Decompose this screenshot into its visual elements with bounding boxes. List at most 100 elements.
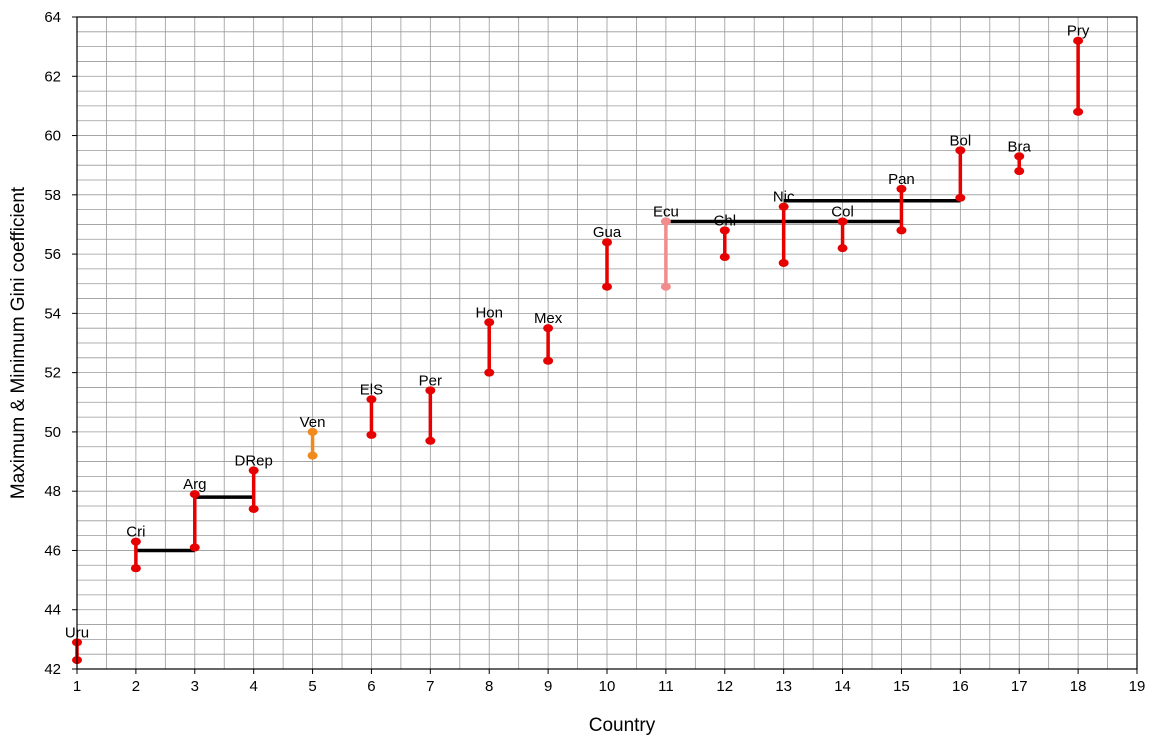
grid <box>77 17 1137 669</box>
min-marker <box>896 226 907 235</box>
min-marker <box>778 258 789 267</box>
data-label: Pry <box>1067 23 1090 40</box>
y-tick-label: 56 <box>44 246 61 263</box>
min-marker <box>719 253 730 262</box>
x-tick-label: 19 <box>1129 678 1146 695</box>
x-tick-label: 12 <box>716 678 733 695</box>
y-tick-label: 52 <box>44 365 61 382</box>
y-tick-label: 48 <box>44 483 61 500</box>
x-tick-label: 16 <box>952 678 969 695</box>
data-label: Mex <box>534 310 563 327</box>
range-pry: Pry <box>1067 23 1090 116</box>
x-tick-label: 17 <box>1011 678 1028 695</box>
max-marker <box>307 427 318 436</box>
max-marker <box>366 395 377 404</box>
y-tick-label: 50 <box>44 424 61 441</box>
x-tick-label: 1 <box>73 678 81 695</box>
range-bra: Bra <box>1008 138 1032 176</box>
max-marker <box>602 238 612 247</box>
min-marker <box>1073 107 1084 116</box>
max-marker <box>484 318 495 327</box>
range-bol: Bol <box>949 132 971 202</box>
data-label: Ecu <box>653 203 679 220</box>
range-drep: DRep <box>234 452 273 513</box>
min-marker <box>602 282 612 291</box>
data-label: Col <box>831 203 854 220</box>
range-per: Per <box>419 372 442 445</box>
max-marker <box>719 226 730 235</box>
range-ven: Ven <box>300 414 326 460</box>
min-marker <box>484 368 495 377</box>
data-label: Gua <box>593 224 622 241</box>
x-axis-title: Country <box>589 715 656 736</box>
x-tick-label: 6 <box>367 678 375 695</box>
x-tick-label: 4 <box>249 678 257 695</box>
min-marker <box>543 356 554 365</box>
max-marker <box>1073 36 1084 45</box>
x-tick-label: 9 <box>544 678 552 695</box>
y-tick-label: 58 <box>44 187 61 204</box>
min-marker <box>307 451 318 460</box>
x-tick-label: 15 <box>893 678 910 695</box>
min-marker <box>425 436 436 445</box>
min-marker <box>837 244 848 253</box>
range-chl: Chl <box>714 212 737 262</box>
x-tick-label: 2 <box>132 678 140 695</box>
data-label: Per <box>419 372 442 389</box>
min-marker <box>955 193 966 202</box>
data-label: Pan <box>888 171 915 188</box>
axes: 1 2 3 4 5 6 7 8 9 10 11 12 13 14 15 16 17 18 1942444648505… <box>44 9 1145 695</box>
min-marker <box>366 430 377 439</box>
data-label: DRep <box>234 452 272 469</box>
y-tick-label: 60 <box>44 128 61 145</box>
max-marker <box>130 537 141 546</box>
range-pan: Pan <box>888 171 915 235</box>
max-marker <box>778 202 789 211</box>
max-marker <box>660 217 671 226</box>
y-tick-label: 54 <box>44 305 61 322</box>
max-marker <box>248 466 259 475</box>
data-label: Bra <box>1008 138 1032 155</box>
x-tick-label: 10 <box>599 678 616 695</box>
data-label: ElS <box>360 381 383 398</box>
x-tick-label: 3 <box>191 678 199 695</box>
max-marker <box>189 490 200 499</box>
range-mex: Mex <box>534 310 563 365</box>
max-marker <box>1014 152 1025 161</box>
range-nic: Nic <box>773 189 795 267</box>
min-marker <box>1014 167 1025 176</box>
x-tick-label: 18 <box>1070 678 1087 695</box>
data-label: Ven <box>300 414 326 431</box>
x-tick-label: 8 <box>485 678 493 695</box>
x-tick-label: 11 <box>658 678 674 695</box>
data-label: Arg <box>183 476 206 493</box>
y-tick-label: 46 <box>44 542 61 559</box>
min-marker <box>660 282 671 291</box>
y-axis-title: Maximum & Minimum Gini coefficient <box>8 186 29 499</box>
x-tick-label: 7 <box>426 678 434 695</box>
y-tick-label: 62 <box>44 68 61 85</box>
max-marker <box>837 217 848 226</box>
data-label: Cri <box>126 524 145 541</box>
range-gua: Gua <box>593 224 622 291</box>
min-marker <box>189 543 200 552</box>
max-marker <box>955 146 966 155</box>
x-tick-label: 14 <box>834 678 851 695</box>
x-tick-label: 13 <box>775 678 792 695</box>
range-col: Col <box>831 203 854 253</box>
data-label: Chl <box>714 212 737 229</box>
max-marker <box>425 386 436 395</box>
data-label: Hon <box>475 304 503 321</box>
max-marker <box>896 184 907 193</box>
y-tick-label: 64 <box>44 9 61 26</box>
range-hon: Hon <box>475 304 503 377</box>
min-marker <box>130 564 141 573</box>
range-arg: Arg <box>183 476 206 552</box>
max-marker <box>543 324 554 333</box>
data-label: Nic <box>773 189 795 206</box>
range-cri: Cri <box>126 524 145 573</box>
y-tick-label: 44 <box>44 602 61 619</box>
x-tick-label: 5 <box>308 678 316 695</box>
